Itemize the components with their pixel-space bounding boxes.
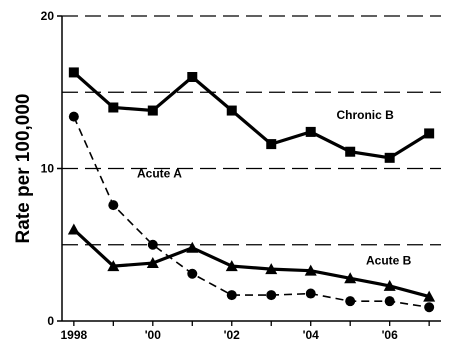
data-point-triangle [225,260,238,272]
y-tick-label: 10 [41,162,55,176]
data-point-circle [305,288,316,299]
labels: Rate per 100,000 Chronic B Acute A Acute B [13,94,412,268]
data-point-circle [147,239,158,250]
y-tick-label: 0 [47,314,54,328]
x-tick-label: '00 [145,328,162,342]
data-point-square [345,146,356,157]
data-point-triangle [423,290,436,302]
y-tick-label: 20 [41,9,55,23]
series-line-chronic-b [72,71,431,160]
series-label-acute-a: Acute A [137,166,182,180]
axis-ticks: 0 10 20 1998 '00 '02 '04 '06 [41,9,430,342]
x-tick-label: 1998 [60,328,87,342]
data-point-triangle [304,264,317,276]
x-tick-label: '02 [224,328,241,342]
series-label-chronic-b: Chronic B [336,108,394,122]
x-tick-label: '06 [382,328,399,342]
data-point-square [266,139,277,150]
series-acute-b [67,223,436,302]
data-point-square [305,126,316,137]
data-point-circle [384,296,395,307]
data-point-square [226,105,237,116]
data-point-square [187,72,198,82]
data-point-triangle [107,260,120,272]
x-tick-label: '04 [303,328,320,342]
data-point-circle [266,290,277,301]
data-point-circle [345,296,356,307]
data-point-square [68,67,79,78]
data-point-square [108,102,119,113]
data-point-triangle [146,257,159,269]
y-axis-title: Rate per 100,000 [13,94,34,244]
data-point-triangle [67,223,80,235]
data-point-triangle [265,263,278,275]
series-line-acute-b [72,228,430,299]
data-point-circle [187,268,198,279]
data-point-triangle [344,272,357,284]
data-point-triangle [383,279,396,291]
data-point-square [147,105,158,116]
data-point-square [424,128,435,139]
data-point-circle [226,290,237,301]
data-point-square [384,152,395,163]
series-line-acute-a [73,116,430,309]
data-point-triangle [186,241,199,253]
series [67,67,436,313]
data-point-circle [424,302,435,313]
gridlines [62,15,441,246]
series-acute-a [68,111,435,313]
series-label-acute-b: Acute B [366,253,412,267]
data-point-circle [68,111,79,122]
series-chronic-b [68,67,435,163]
data-point-circle [108,200,119,211]
